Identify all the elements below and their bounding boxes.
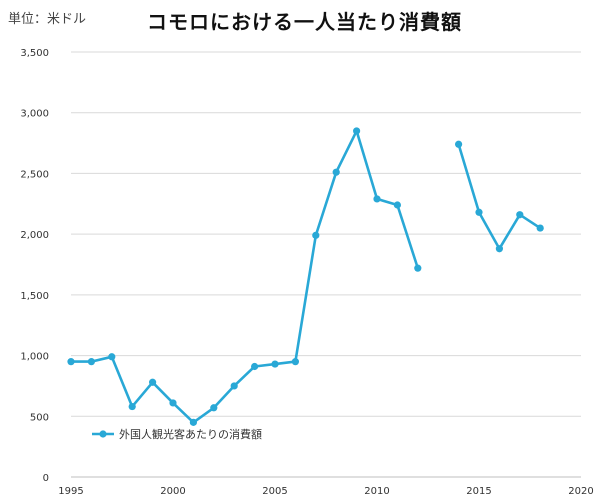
data-point [271,360,279,368]
data-point [495,245,503,253]
y-tick-label: 3,000 [20,109,49,120]
data-point [251,362,259,371]
data-point [516,211,524,219]
axis-layer: 0 500 1,000 1,500 2,000 2,500 3,000 3,500 1995 20… [20,48,593,497]
data-point [169,399,177,407]
data-point [108,353,116,361]
data-point [291,358,299,366]
x-tick-label: 2005 [262,486,287,497]
x-tick-label: 1995 [58,486,83,497]
data-point [455,140,463,148]
series-line [457,143,542,250]
y-tick-label: 3,500 [20,48,49,59]
legend-label: 外国人観光客あたりの消費額 [119,427,262,441]
legend-marker [99,430,107,438]
legend: 外国人観光客あたりの消費額 [92,427,262,441]
series-layer [67,127,544,426]
x-tick-label: 2000 [160,486,185,497]
data-point [536,224,544,232]
y-tick-label: 0 [43,473,49,484]
x-tick-label: 2010 [364,486,389,497]
data-point [373,195,381,203]
data-point [312,231,320,239]
chart-title: コモロにおける一人当たり消費額 [147,10,462,34]
y-tick-label: 500 [30,412,49,423]
data-point [67,358,75,366]
grid-layer [71,51,581,417]
data-point [230,382,238,390]
unit-label: 単位：米ドル [8,12,87,27]
data-point [210,404,218,412]
y-tick-label: 1,500 [20,291,49,302]
data-point [128,402,136,411]
x-tick-label: 2015 [466,486,491,497]
y-tick-label: 1,000 [20,352,49,363]
data-point [414,264,422,272]
data-point [475,208,483,216]
data-point [332,168,340,176]
y-tick-label: 2,500 [20,169,49,180]
data-point [393,201,401,209]
y-tick-label: 2,000 [20,230,49,241]
data-point [149,378,157,386]
data-point [353,127,361,135]
x-tick-label: 2020 [568,486,593,497]
data-point [189,418,197,426]
series-line [69,129,420,424]
data-point [87,358,95,366]
